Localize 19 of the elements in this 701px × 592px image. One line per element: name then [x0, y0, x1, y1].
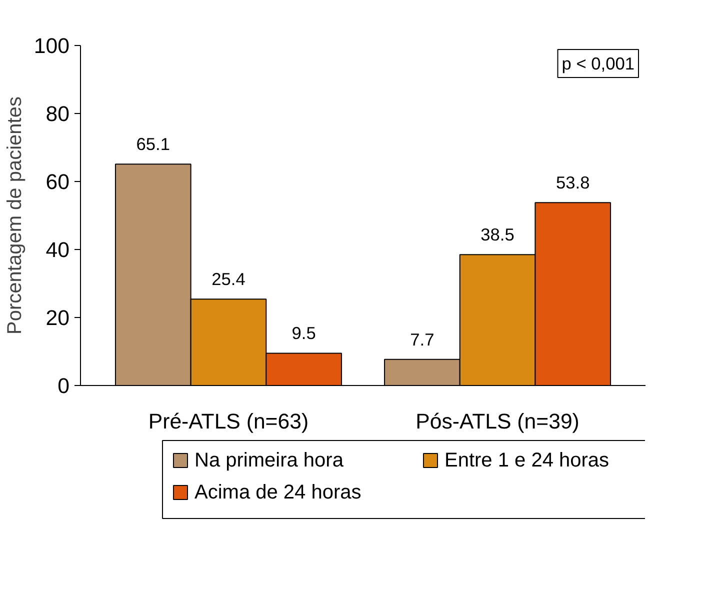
data-label: 65.1 [136, 134, 170, 154]
legend-label: Entre 1 e 24 horas [444, 450, 610, 472]
data-label: 38.5 [480, 224, 514, 245]
data-label: 25.4 [212, 269, 246, 290]
y-tick-label: 80 [46, 102, 70, 126]
data-label: 53.8 [556, 172, 590, 193]
legend-label: Na primeira hora [194, 450, 344, 472]
data-label: 9.5 [292, 323, 316, 344]
data-label: 7.7 [410, 329, 434, 350]
y-tick-label: 20 [46, 306, 70, 330]
x-tick-label: Pós-ATLS (n=39) [416, 410, 580, 434]
y-axis-title: Porcentagem de pacientes [4, 96, 26, 334]
y-tick-label: 40 [46, 238, 70, 262]
x-tick-label: Pré-ATLS (n=63) [148, 410, 309, 434]
y-tick-label: 100 [34, 34, 70, 58]
y-tick-label: 60 [46, 170, 70, 194]
annotation: p < 0,001 [562, 54, 634, 74]
y-tick-label: 0 [58, 374, 70, 398]
legend-label: Acima de 24 horas [194, 482, 362, 504]
